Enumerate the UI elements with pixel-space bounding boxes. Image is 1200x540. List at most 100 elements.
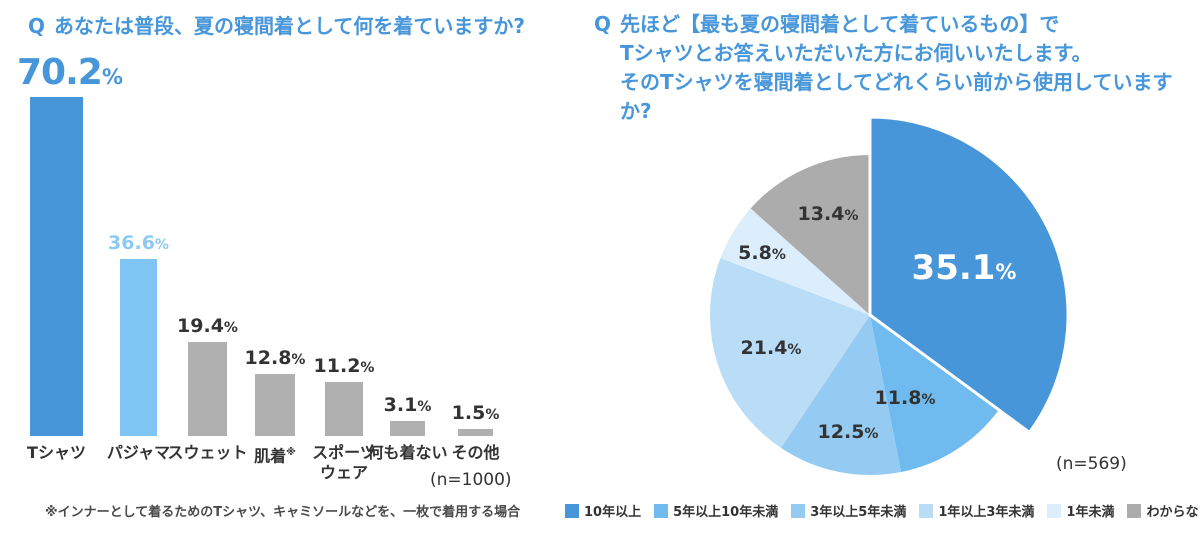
legend-swatch-icon: [1127, 503, 1142, 518]
bar-category-label: スウェット: [167, 443, 247, 463]
category-line: Tシャツ: [27, 443, 86, 462]
bar-value-label: 12.8%: [245, 347, 306, 369]
pie-chart-legend: 10年以上 5年以上10年未満 3年以上5年未満 1年以上3年未満 1年未満 わからない: [565, 501, 1200, 520]
legend-label: 1年未満: [1066, 505, 1115, 520]
bar-category-label: その他: [451, 443, 499, 463]
pie-slice-label: 21.4%: [741, 337, 802, 359]
legend-item: 3年以上5年未満: [791, 501, 906, 520]
footnote-marker: ※: [286, 447, 296, 458]
bar: [30, 97, 83, 436]
question-line-3: そのTシャツを寝間着としてどれくらい前から使用していますか?: [620, 70, 1173, 123]
bar-chart-footnote: ※インナーとして着るためのTシャツ、キャミソールなどを、一枚で着用する場合: [45, 505, 521, 520]
value-number: 13.4: [797, 203, 845, 225]
pie-slice: [780, 315, 901, 476]
bar-category-label: Tシャツ: [27, 443, 86, 463]
legend-swatch-icon: [565, 503, 579, 518]
bar: [390, 421, 425, 436]
pie-slice-label: 12.5%: [818, 421, 879, 443]
bar-chart-question: Q あなたは普段、夏の寝間着として何を着ていますか?: [28, 12, 525, 41]
bar: [458, 429, 493, 436]
pie-slice-label: 35.1%: [912, 248, 1017, 288]
value-number: 21.4: [740, 337, 788, 359]
legend-item: 1年未満: [1047, 501, 1114, 520]
percent-sign: %: [360, 360, 375, 376]
percent-sign: %: [223, 320, 238, 336]
value-number: 11.2: [313, 355, 361, 377]
bar-category-label: 何も着ない: [367, 443, 447, 463]
category-line: その他: [451, 443, 500, 462]
category-line: 肌着※: [254, 446, 296, 466]
category-line: 何も着ない: [367, 443, 448, 462]
percent-sign: %: [291, 352, 306, 368]
percent-sign: %: [771, 247, 786, 263]
value-number: 35.1: [911, 248, 996, 288]
percent-sign: %: [921, 392, 936, 408]
bar-category-label: 肌着※: [254, 443, 296, 466]
category-line: ウェア: [319, 463, 368, 482]
bar-chart-n-label: (n=1000): [430, 470, 512, 490]
value-number: 5.8: [738, 242, 772, 264]
percent-sign: %: [154, 237, 169, 253]
bar-value-label: 70.2%: [17, 52, 123, 93]
percent-sign: %: [787, 342, 802, 358]
question-prefix: Q: [28, 14, 46, 38]
pie-slice-label: 13.4%: [798, 203, 859, 225]
percent-sign: %: [485, 407, 500, 423]
value-number: 70.2: [17, 52, 103, 93]
pie-slice: [710, 258, 870, 448]
legend-swatch-icon: [791, 503, 806, 518]
bar-value-label: 36.6%: [108, 232, 169, 254]
bar-value-label: 1.5%: [452, 402, 500, 424]
pie-slice: [868, 115, 1070, 435]
category-line: スウェット: [167, 443, 248, 462]
percent-sign: %: [844, 208, 859, 224]
pie-slice: [870, 315, 999, 472]
legend-swatch-icon: [919, 503, 934, 518]
bar: [325, 382, 363, 436]
bar: [188, 342, 227, 436]
pie-slice-label: 5.8%: [738, 242, 786, 264]
bar: [120, 259, 157, 436]
bar-value-label: 19.4%: [177, 315, 238, 337]
question-line-2: Tシャツとお答えいただいた方にお伺いいたします。: [620, 41, 1092, 65]
value-number: 3.1: [383, 394, 418, 416]
value-number: 11.8: [874, 387, 922, 409]
percent-sign: %: [101, 65, 123, 89]
pie-slice: [720, 208, 870, 315]
bar-category-label: スポーツ ウェア: [312, 443, 376, 483]
pie-slice: [750, 154, 870, 315]
legend-label: わからない: [1146, 505, 1200, 520]
legend-item: 5年以上10年未満: [654, 501, 778, 520]
question-text: 先ほど【最も夏の寝間着として着ているもの】で Tシャツとお答えいただいた方にお伺…: [620, 10, 1200, 126]
percent-sign: %: [995, 260, 1017, 284]
legend-label: 5年以上10年未満: [673, 505, 779, 520]
question-text: あなたは普段、夏の寝間着として何を着ていますか?: [54, 14, 526, 38]
value-number: 12.5: [817, 421, 865, 443]
value-number: 36.6: [108, 232, 155, 254]
legend-label: 1年以上3年未満: [938, 505, 1035, 520]
bar-value-label: 11.2%: [314, 355, 375, 377]
percent-sign: %: [417, 399, 432, 415]
value-number: 12.8: [244, 347, 292, 369]
question-line-1: 先ほど【最も夏の寝間着として着ているもの】で: [620, 12, 1060, 36]
legend-label: 3年以上5年未満: [810, 505, 907, 520]
percent-sign: %: [864, 426, 879, 442]
pie-chart-n-label: (n=569): [1056, 454, 1127, 474]
pie-chart-question: Q 先ほど【最も夏の寝間着として着ているもの】で Tシャツとお答えいただいた方に…: [594, 10, 1200, 126]
value-number: 19.4: [177, 315, 224, 337]
pie-slice-label: 11.8%: [875, 387, 936, 409]
legend-swatch-icon: [654, 503, 669, 518]
legend-item: わからない: [1127, 501, 1200, 520]
legend-label: 10年以上: [584, 505, 642, 520]
legend-item: 1年以上3年未満: [919, 501, 1034, 520]
bar: [255, 374, 295, 436]
legend-item: 10年以上: [565, 501, 641, 520]
bar-category-label: パジャマ: [107, 443, 170, 463]
category-line: スポーツ: [312, 443, 376, 462]
value-number: 1.5: [451, 402, 486, 424]
legend-swatch-icon: [1047, 503, 1062, 518]
question-prefix: Q: [594, 12, 612, 36]
bar-value-label: 3.1%: [384, 394, 432, 416]
